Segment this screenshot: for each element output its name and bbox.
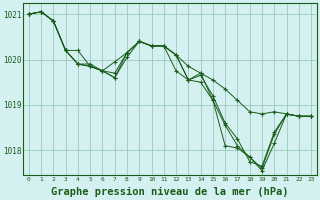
X-axis label: Graphe pression niveau de la mer (hPa): Graphe pression niveau de la mer (hPa): [51, 187, 289, 197]
